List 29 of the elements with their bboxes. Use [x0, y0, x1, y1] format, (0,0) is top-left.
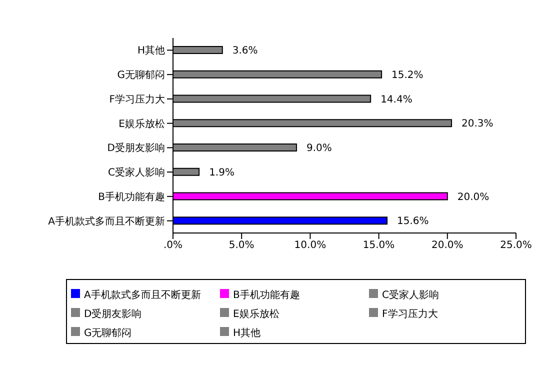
y-tick-label: D受朋友影响	[107, 142, 165, 154]
y-tick-label: C受家人影响	[108, 166, 165, 179]
data-label: 15.6%	[397, 216, 429, 228]
data-label: 14.4%	[380, 94, 412, 106]
legend-label: F学习压力大	[382, 309, 438, 320]
x-tick-label: 10.0%	[294, 240, 326, 252]
legend-label: C受家人影响	[382, 290, 439, 301]
data-label: 20.0%	[457, 192, 490, 203]
y-tick-label: G无聊郁闷	[117, 69, 165, 82]
data-label: 9.0%	[306, 143, 332, 154]
legend-label: B手机功能有趣	[233, 290, 300, 301]
y-tick-label: B手机功能有趣	[98, 190, 165, 203]
y-tick-label: H其他	[137, 44, 165, 57]
x-tick-label: .0%	[163, 240, 183, 252]
data-label: 20.3%	[462, 118, 494, 130]
data-label: 1.9%	[209, 167, 234, 178]
data-label: 3.6%	[232, 46, 258, 57]
legend-label: H其他	[233, 328, 261, 339]
y-tick-label: A手机款式多而且不断更新	[48, 215, 165, 228]
legend-label: E娱乐放松	[233, 309, 280, 320]
x-tick-label: 25.0%	[500, 240, 532, 252]
legend-label: D受朋友影响	[84, 309, 142, 320]
x-tick-label: 15.0%	[362, 240, 395, 252]
legend-label: G无聊郁闷	[84, 328, 132, 339]
data-label: 15.2%	[392, 70, 424, 81]
x-tick-label: 5.0%	[228, 240, 254, 252]
x-tick-label: 20.0%	[432, 240, 464, 252]
y-tick-label: F学习压力大	[109, 93, 165, 106]
y-tick-label: E娱乐放松	[118, 118, 165, 130]
